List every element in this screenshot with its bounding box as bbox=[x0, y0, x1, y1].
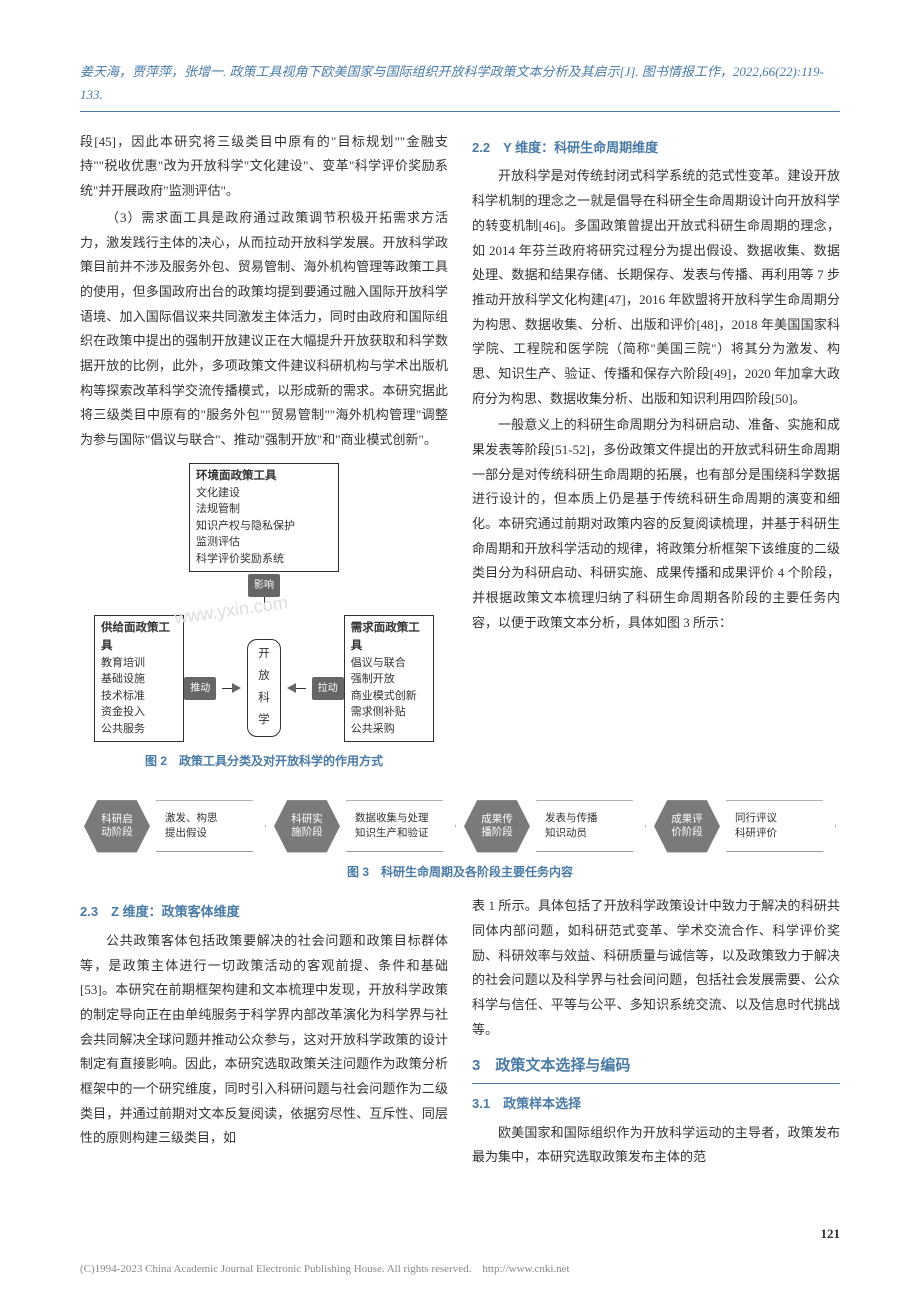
fig2-env-items: 文化建设 法规管制 知识产权与隐私保护 监测评估 科学评价奖励系统 bbox=[196, 485, 332, 568]
fig2-influence-label: 影响 bbox=[248, 574, 280, 597]
fig2-pull-label: 拉动 bbox=[312, 677, 344, 700]
fig3-c2a: 数据收集与处理 bbox=[355, 811, 429, 827]
lower-right-cont: 表 1 所示。具体包括了开放科学政策设计中致力于解决的科研共同体内部问题，如科研… bbox=[472, 894, 840, 1042]
fig2-vertical-connector: 影响 bbox=[94, 574, 434, 609]
fig2-supply-items: 教育培训 基础设施 技术标准 资金投入 公共服务 bbox=[101, 655, 177, 738]
fig3-chev-2: 数据收集与处理 知识生产和验证 bbox=[346, 800, 456, 852]
fig2-caption: 图 2 政策工具分类及对开放科学的作用方式 bbox=[94, 750, 434, 773]
heading-2-3: 2.3 Z 维度：政策客体维度 bbox=[80, 900, 448, 925]
left-p2: （3）需求面工具是政府通过政策调节积极开拓需求方活力，激发践行主体的决心，从而拉… bbox=[80, 206, 448, 453]
heading-3-1: 3.1 政策样本选择 bbox=[472, 1092, 840, 1117]
right-p1: 开放科学是对传统封闭式科学系统的范式性变革。建设开放科学机制的理念之一就是倡导在… bbox=[472, 164, 840, 411]
fig2-push-label: 推动 bbox=[184, 677, 216, 700]
fig3-c3a: 发表与传播 bbox=[545, 811, 598, 827]
fig3-stage-2: 科研实 施阶段 数据收集与处理 知识生产和验证 bbox=[274, 797, 456, 855]
fig3-c1b: 提出假设 bbox=[165, 826, 207, 842]
figure-2: www.yxin.com 环境面政策工具 文化建设 法规管制 知识产权与隐私保护… bbox=[94, 463, 434, 774]
lower-columns: 2.3 Z 维度：政策客体维度 公共政策客体包括政策要解决的社会问题和政策目标群… bbox=[80, 894, 840, 1172]
figure-3: 科研启 动阶段 激发、构思 提出假设 科研实 施阶段 数据收集与处理 知识生产和… bbox=[80, 797, 840, 855]
lower-left-p1: 公共政策客体包括政策要解决的社会问题和政策目标群体等，是政策主体进行一切政策活动… bbox=[80, 929, 448, 1151]
fig3-chev-3: 发表与传播 知识动员 bbox=[536, 800, 646, 852]
fig3-hex-2: 科研实 施阶段 bbox=[274, 797, 340, 855]
fig2-env-title: 环境面政策工具 bbox=[196, 468, 332, 485]
header-rule bbox=[80, 111, 840, 112]
fig3-chev-4: 同行评议 科研评价 bbox=[726, 800, 836, 852]
fig2-demand-title: 需求面政策工具 bbox=[351, 620, 427, 655]
fig3-c4b: 科研评价 bbox=[735, 826, 777, 842]
heading-3: 3 政策文本选择与编码 bbox=[472, 1052, 840, 1081]
fig3-c1a: 激发、构思 bbox=[165, 811, 218, 827]
page-number: 121 bbox=[821, 1226, 841, 1242]
p-3-1: 欧美国家和国际组织作为开放科学运动的主导者，政策发布最为集中，本研究选取政策发布… bbox=[472, 1121, 840, 1170]
header-citation: 姜天海，贾萍萍，张增一. 政策工具视角下欧美国家与国际组织开放科学政策文本分析及… bbox=[80, 60, 840, 107]
fig3-c4a: 同行评议 bbox=[735, 811, 777, 827]
heading-2-2: 2.2 Y 维度：科研生命周期维度 bbox=[472, 136, 840, 161]
fig3-c2b: 知识生产和验证 bbox=[355, 826, 429, 842]
footer-copyright: (C)1994-2023 China Academic Journal Elec… bbox=[80, 1260, 840, 1276]
fig3-hex-1: 科研启 动阶段 bbox=[84, 797, 150, 855]
fig3-hex-4: 成果评 价阶段 bbox=[654, 797, 720, 855]
fig2-demand-box: 需求面政策工具 倡议与联合 强制开放 商业模式创新 需求侧补贴 公共采购 bbox=[344, 615, 434, 742]
right-p2: 一般意义上的科研生命周期分为科研启动、准备、实施和成果发表等阶段[51-52]，… bbox=[472, 413, 840, 635]
upper-columns: 段[45]，因此本研究将三级类目中原有的"目标规划""金融支持""税收优惠"改为… bbox=[80, 130, 840, 779]
fig3-hex-3: 成果传 播阶段 bbox=[464, 797, 530, 855]
fig3-stage-1: 科研启 动阶段 激发、构思 提出假设 bbox=[84, 797, 266, 855]
fig3-stage-4: 成果评 价阶段 同行评议 科研评价 bbox=[654, 797, 836, 855]
left-p1: 段[45]，因此本研究将三级类目中原有的"目标规划""金融支持""税收优惠"改为… bbox=[80, 130, 448, 204]
right-column: 2.2 Y 维度：科研生命周期维度 开放科学是对传统封闭式科学系统的范式性变革。… bbox=[472, 130, 840, 779]
fig3-stage-3: 成果传 播阶段 发表与传播 知识动员 bbox=[464, 797, 646, 855]
fig2-demand-items: 倡议与联合 强制开放 商业模式创新 需求侧补贴 公共采购 bbox=[351, 655, 427, 738]
fig2-env-box: 环境面政策工具 文化建设 法规管制 知识产权与隐私保护 监测评估 科学评价奖励系… bbox=[189, 463, 339, 573]
section-3-rule bbox=[472, 1083, 840, 1084]
fig2-supply-title: 供给面政策工具 bbox=[101, 620, 177, 655]
fig2-supply-box: 供给面政策工具 教育培训 基础设施 技术标准 资金投入 公共服务 bbox=[94, 615, 184, 742]
fig2-center: 开放科学 bbox=[247, 639, 281, 736]
fig3-chev-1: 激发、构思 提出假设 bbox=[156, 800, 266, 852]
lower-right-column: 表 1 所示。具体包括了开放科学政策设计中致力于解决的科研共同体内部问题，如科研… bbox=[472, 894, 840, 1172]
fig3-c3b: 知识动员 bbox=[545, 826, 587, 842]
lower-left-column: 2.3 Z 维度：政策客体维度 公共政策客体包括政策要解决的社会问题和政策目标群… bbox=[80, 894, 448, 1172]
fig3-caption: 图 3 科研生命周期及各阶段主要任务内容 bbox=[80, 863, 840, 880]
left-column: 段[45]，因此本研究将三级类目中原有的"目标规划""金融支持""税收优惠"改为… bbox=[80, 130, 448, 779]
